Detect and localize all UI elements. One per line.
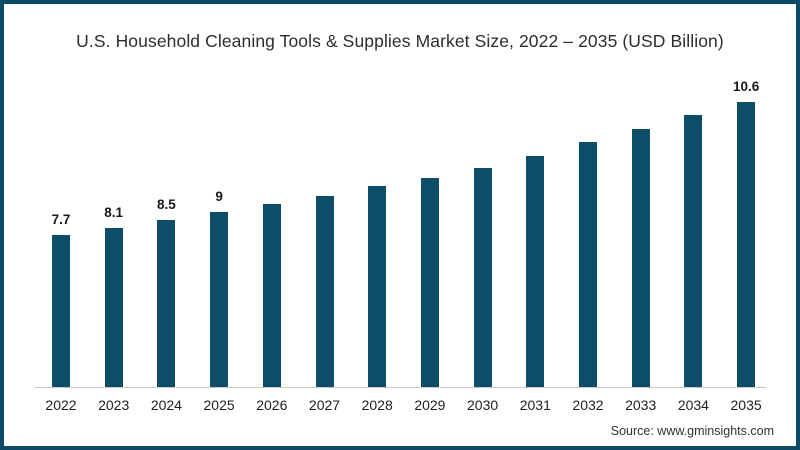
x-axis-label-2034: 2034 bbox=[677, 397, 709, 413]
x-axis-label-2028: 2028 bbox=[361, 397, 393, 413]
bar-2031 bbox=[526, 156, 545, 387]
x-axis-label-2022: 2022 bbox=[45, 397, 77, 413]
x-axis-label-2024: 2024 bbox=[150, 397, 182, 413]
x-axis-label-2026: 2026 bbox=[256, 397, 288, 413]
bar-2033 bbox=[631, 129, 650, 387]
bar-2028 bbox=[368, 186, 387, 387]
bar-value-label-2024: 8.5 bbox=[157, 197, 176, 212]
bar-value-label-2023: 8.1 bbox=[104, 205, 124, 220]
bar-2026 bbox=[262, 204, 281, 387]
bar-2035 bbox=[737, 102, 756, 387]
x-axis-line bbox=[35, 387, 766, 388]
x-axis-label-2023: 2023 bbox=[98, 397, 130, 413]
x-axis-label-2035: 2035 bbox=[730, 397, 762, 413]
bar-2023 bbox=[104, 228, 123, 387]
bar-2022 bbox=[52, 235, 70, 387]
x-axis-label-2032: 2032 bbox=[572, 397, 604, 413]
chart-title: U.S. Household Cleaning Tools & Supplies… bbox=[76, 31, 724, 51]
bar-2025 bbox=[210, 212, 229, 387]
x-axis-label-2033: 2033 bbox=[625, 397, 657, 413]
bar-2030 bbox=[473, 168, 492, 387]
x-axis-label-2027: 2027 bbox=[308, 397, 341, 413]
bar-2034 bbox=[684, 115, 703, 387]
bar-2027 bbox=[315, 196, 334, 387]
source-attribution: Source: www.gminsights.com bbox=[610, 424, 774, 438]
x-axis-label-2030: 2030 bbox=[467, 397, 499, 413]
bar-2024 bbox=[157, 220, 176, 387]
bar-value-label-2022: 7.7 bbox=[51, 212, 71, 227]
x-axis-label-2025: 2025 bbox=[203, 397, 235, 413]
bar-2029 bbox=[420, 178, 439, 387]
bar-value-label-2035: 10.6 bbox=[732, 79, 760, 94]
x-axis-label-2029: 2029 bbox=[414, 397, 446, 413]
bar-2032 bbox=[579, 142, 597, 387]
bar-value-label-2025: 9 bbox=[215, 189, 223, 204]
x-axis-label-2031: 2031 bbox=[519, 397, 551, 413]
